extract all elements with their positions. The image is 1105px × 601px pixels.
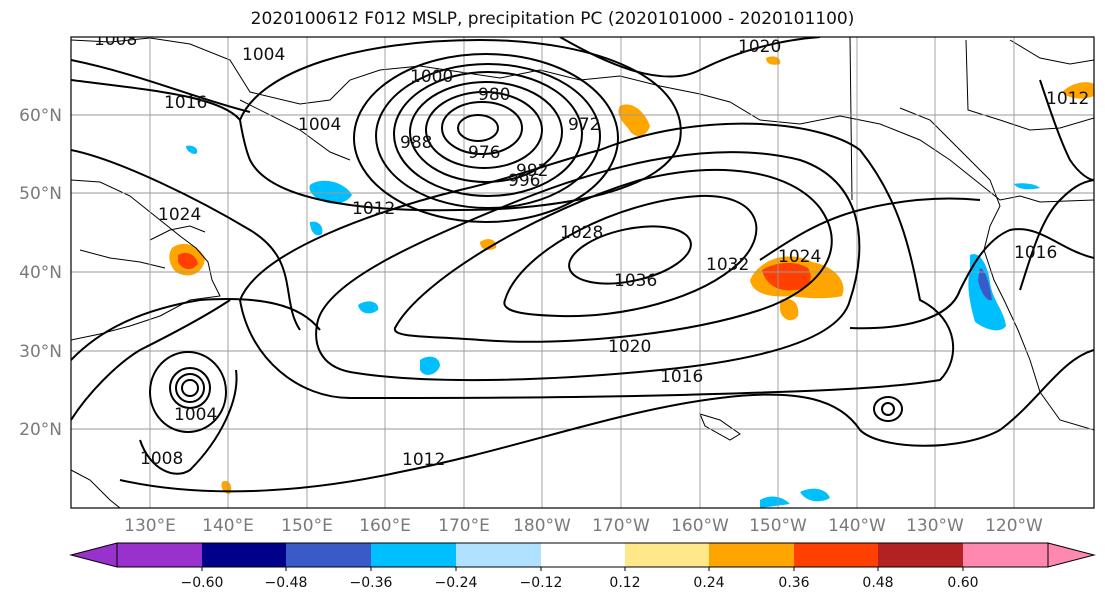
colorbar: −0.60 −0.48 −0.36 −0.24 −0.12 0.12 0.24 0.36 0.4… bbox=[69, 542, 1096, 591]
colorbar-segment bbox=[541, 543, 625, 567]
colorbar-segment bbox=[794, 543, 878, 567]
colorbar-tick-label: 0.24 bbox=[693, 575, 724, 591]
colorbar-tick-label: −0.12 bbox=[520, 575, 563, 591]
contour-label: 1012 bbox=[352, 199, 395, 219]
contour-label: 1008 bbox=[94, 30, 137, 50]
contour-label: 996 bbox=[508, 171, 540, 191]
contour-label: 1024 bbox=[158, 205, 201, 225]
contour-label: 1024 bbox=[778, 247, 821, 267]
contour-label: 1012 bbox=[1046, 89, 1089, 109]
isobars bbox=[71, 37, 1094, 493]
lon-tick-label: 130°W bbox=[906, 516, 964, 536]
contour-label: 1000 bbox=[410, 67, 453, 87]
contour-label: 1032 bbox=[706, 255, 749, 275]
contour-label: 1012 bbox=[402, 450, 445, 470]
contour-label: 992 bbox=[516, 161, 548, 181]
contour-label: 980 bbox=[478, 85, 510, 105]
contour-label: 1016 bbox=[1014, 243, 1057, 263]
lon-tick-label: 160°W bbox=[671, 516, 729, 536]
colorbar-extend-high bbox=[1047, 542, 1096, 568]
colorbar-segment bbox=[371, 543, 456, 567]
lat-tick-label: 60°N bbox=[19, 106, 62, 126]
lat-axis: 60°N 50°N 40°N 30°N 20°N bbox=[19, 106, 62, 440]
lon-tick-label: 140°E bbox=[202, 516, 254, 536]
contour-label: 976 bbox=[468, 143, 500, 163]
colorbar-tick-label: 0.12 bbox=[609, 575, 640, 591]
lon-tick-label: 170°W bbox=[592, 516, 650, 536]
map-title: 2020100612 F012 MSLP, precipitation PC (… bbox=[250, 9, 855, 29]
contour-labels: 1008 1004 1016 1024 1004 1000 980 976 98… bbox=[94, 30, 1089, 470]
map-plot-area: 1008 1004 1016 1024 1004 1000 980 976 98… bbox=[71, 30, 1094, 508]
precip-shading bbox=[169, 56, 1094, 508]
contour-label: 1020 bbox=[738, 37, 781, 57]
lon-tick-label: 180°W bbox=[513, 516, 571, 536]
lon-tick-label: 150°E bbox=[281, 516, 333, 536]
lat-tick-label: 50°N bbox=[19, 184, 62, 204]
colorbar-segment bbox=[117, 543, 202, 567]
colorbar-segment bbox=[286, 543, 371, 567]
colorbar-ticks: −0.60 −0.48 −0.36 −0.24 −0.12 0.12 0.24 0.36 0.4… bbox=[181, 567, 979, 591]
colorbar-segment bbox=[878, 543, 963, 567]
colorbar-tick-label: −0.60 bbox=[181, 575, 224, 591]
colorbar-segment bbox=[202, 543, 286, 567]
map-frame bbox=[70, 36, 1095, 509]
lon-tick-label: 140°W bbox=[828, 516, 886, 536]
contour-label: 1004 bbox=[242, 45, 285, 65]
lon-tick-label: 150°W bbox=[749, 516, 807, 536]
colorbar-segment bbox=[456, 543, 541, 567]
lon-tick-label: 160°E bbox=[359, 516, 411, 536]
contour-label: 1004 bbox=[174, 405, 217, 425]
colorbar-tick-label: 0.48 bbox=[862, 575, 893, 591]
colorbar-tick-label: 0.36 bbox=[778, 575, 809, 591]
colorbar-segment bbox=[963, 543, 1048, 567]
contour-label: 1016 bbox=[660, 367, 703, 387]
contour-label: 1020 bbox=[608, 337, 651, 357]
contour-label: 972 bbox=[568, 115, 600, 135]
colorbar-segment bbox=[625, 543, 709, 567]
contour-label: 988 bbox=[400, 133, 432, 153]
colorbar-segments bbox=[117, 543, 1048, 567]
contour-label: 1028 bbox=[560, 223, 603, 243]
colorbar-tick-label: −0.24 bbox=[435, 575, 478, 591]
lon-tick-label: 170°E bbox=[438, 516, 490, 536]
colorbar-segment bbox=[709, 543, 794, 567]
lat-tick-label: 40°N bbox=[19, 263, 62, 283]
lon-tick-label: 120°W bbox=[985, 516, 1043, 536]
colorbar-extend-low bbox=[69, 542, 118, 568]
colorbar-tick-label: −0.48 bbox=[265, 575, 308, 591]
lon-tick-label: 130°E bbox=[124, 516, 176, 536]
coastlines bbox=[71, 37, 1094, 508]
lat-tick-label: 20°N bbox=[19, 420, 62, 440]
contour-label: 1008 bbox=[140, 449, 183, 469]
contour-label: 1004 bbox=[298, 115, 341, 135]
colorbar-tick-label: 0.60 bbox=[947, 575, 978, 591]
lon-axis: 130°E 140°E 150°E 160°E 170°E 180°W 170°… bbox=[124, 516, 1043, 536]
contour-label: 1036 bbox=[614, 271, 657, 291]
contour-label: 1016 bbox=[164, 93, 207, 113]
colorbar-tick-label: −0.36 bbox=[350, 575, 393, 591]
lat-tick-label: 30°N bbox=[19, 342, 62, 362]
